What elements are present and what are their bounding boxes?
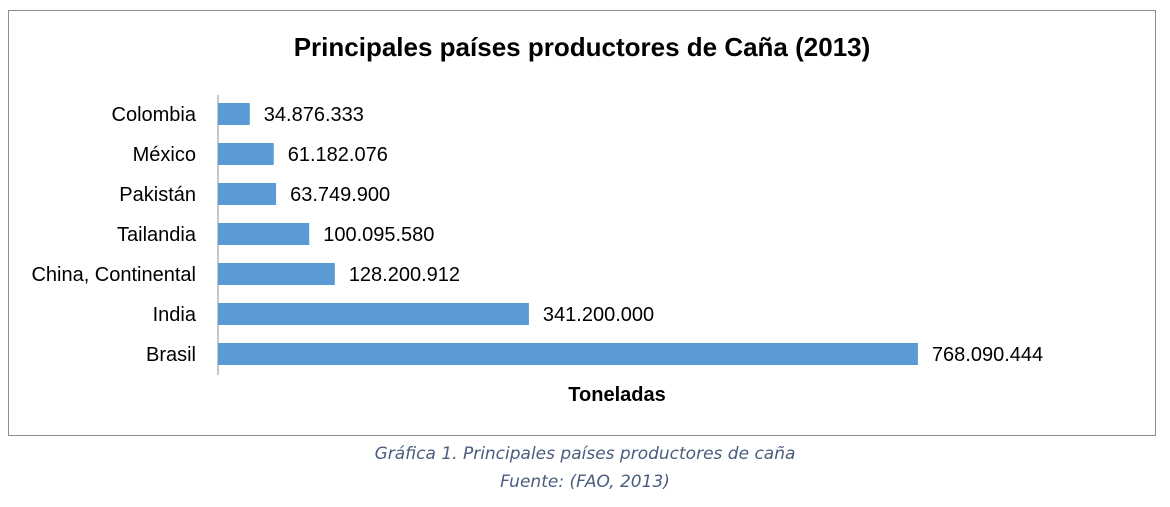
x-axis-label: Toneladas [568, 384, 665, 406]
chart-title: Principales países productores de Caña (… [294, 32, 871, 62]
bar [218, 263, 335, 285]
category-label: Pakistán [119, 184, 196, 206]
category-label: China, Continental [31, 264, 196, 286]
bar [218, 223, 310, 245]
figure-caption: Gráfica 1. Principales países productore… [374, 444, 796, 464]
figure-source: Fuente: (FAO, 2013) [500, 472, 670, 492]
value-label: 34.876.333 [264, 104, 364, 126]
value-label: 63.749.900 [290, 184, 390, 206]
bar-chart: Principales países productores de Caña (… [31, 32, 1043, 406]
bar [218, 103, 250, 125]
category-label: Colombia [112, 104, 197, 126]
value-label: 61.182.076 [288, 144, 388, 166]
category-label: Brasil [146, 344, 196, 366]
category-label: India [153, 304, 197, 326]
value-label: 768.090.444 [932, 344, 1043, 366]
category-label: México [133, 144, 196, 166]
bar [218, 143, 274, 165]
value-label: 341.200.000 [543, 304, 654, 326]
value-label: 100.095.580 [323, 224, 434, 246]
category-label: Tailandia [117, 224, 197, 246]
bar [218, 343, 918, 365]
bar [218, 303, 529, 325]
bar [218, 183, 277, 205]
bars-group: Colombia 34.876.333 México 61.182.076 Pakist… [31, 103, 1043, 366]
value-label: 128.200.912 [349, 264, 460, 286]
